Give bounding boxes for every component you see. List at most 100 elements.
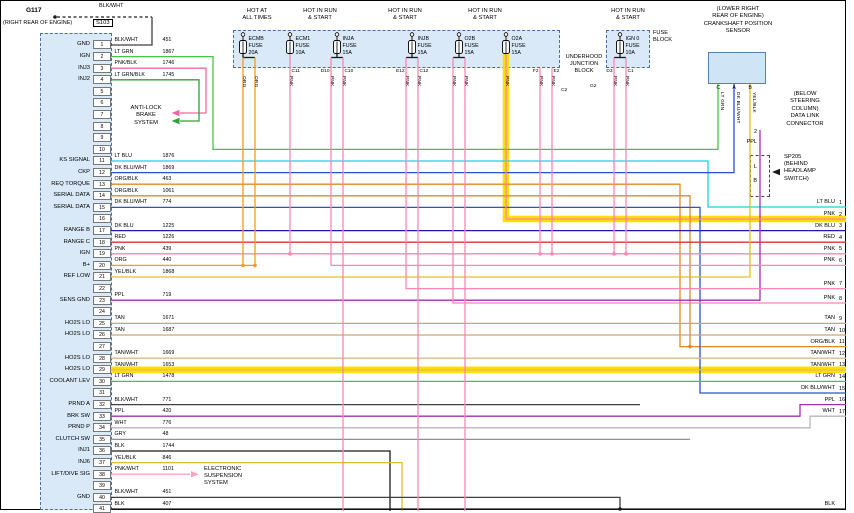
wire-LT GRN [111,55,719,151]
circuit-number: 1671 [162,315,175,322]
pin-20: 20 [93,260,111,270]
pin-2: 2 [93,52,111,61]
fuse-name: O2B [464,35,476,42]
edge-wire-label: PNK [823,280,835,287]
circuit-number: 1653 [162,361,175,368]
lead-wire-color: PNK [550,75,555,86]
pin-5: 5 [93,86,111,96]
pin-signal-label: CLUTCH SW [55,435,90,442]
abs-system: ANTI-LOCK [130,105,162,111]
lead-ref: E12 [395,69,405,74]
underhood-junction-block: BLOCK [574,67,594,74]
wire-color-label: PNK/WHT [114,466,139,473]
pin-signal-label: HO2S LO [64,331,90,338]
ground-location: (RIGHT REAR OF ENGINE) [3,19,73,26]
edge-wire-label: BLK [824,501,835,507]
wire-color-label: RED [114,234,126,241]
edge-wire-label: PPL [824,396,835,403]
edge-exit-number: 1 [839,199,843,206]
underhood-junction-block: UNDERHOOD [565,53,603,60]
power-feed-header: & START [308,15,332,21]
pin-36: 36 [93,446,111,456]
pin-signal-label: IGN [79,53,90,59]
edge-exit-number: 6 [839,257,843,264]
circuit-number: 1868 [162,269,175,275]
edge-wire-label: WHT [822,408,835,415]
fuse-name: ECM1 [295,35,311,42]
wire-color-label: PPL [114,408,125,415]
pin-33: 33 [93,411,111,421]
lead-wire-color: PNK [404,75,409,86]
edge-exit-number: 5 [839,246,843,253]
lead-ref: C11 [291,69,300,74]
wire-color-label: YEL/BLK [114,454,137,461]
system-arrow-icon [171,117,180,125]
dlc-wire: PPL [746,139,757,145]
suspension-system: ELECTRONIC [204,465,242,472]
pin-signal-label: HO2S LO [64,354,90,361]
circuit-number: 439 [162,245,172,252]
fuse-word: FUSE [295,42,310,49]
circuit-number: 1669 [162,350,175,357]
wire-color-label: TAN/WHT [114,350,139,357]
wire-PNK [505,53,846,220]
wire-ORG/BLK [111,195,691,347]
circuit-number: 1869 [162,164,175,171]
pin-4: 4 [93,75,111,85]
circuit-number: 420 [162,408,172,415]
wire-color-label: LT BLU [114,153,132,159]
pin-12: 12 [93,168,111,177]
fuse-name: ECMB [248,35,264,42]
pin-7: 7 [93,110,111,119]
edge-wire-label: LT GRN [815,373,835,380]
circuit-number: 774 [162,199,172,206]
wire-YEL/BLK [111,84,751,278]
pin-signal-label: SERIAL DATA [53,192,90,199]
edge-exit-number: 7 [839,281,843,288]
circuit-number: 1744 [162,443,175,449]
wire-color-label: DK BLU/WHT [114,164,148,171]
pin-signal-label: LIFT/DIVE SIG [51,470,90,477]
underhood-junction-block: JUNCTION [569,60,599,67]
pin-signal-label: INJ1 [78,447,90,454]
pin-38: 38 [93,469,111,479]
edge-exit-number: 16 [839,397,846,404]
pin-8: 8 [93,121,111,131]
wire-color-label: BLK/WHT [114,37,139,43]
junction-dot [288,252,292,256]
pin-19: 19 [93,249,111,259]
circuit-number: 719 [162,292,172,299]
suspension-system: SUSPENSION [204,472,243,479]
circuit-number: 48 [162,431,169,438]
fuse-name: IGN 0 [625,35,640,42]
suspension-system: SYSTEM [204,480,228,487]
circuit-number: 1226 [162,234,175,241]
lead-wire-color: PNK [624,75,629,86]
pin-25: 25 [93,318,111,328]
wire-color-label: BLK [114,443,125,449]
edge-wire-label: PNK [823,211,835,217]
pin-32: 32 [93,400,111,409]
wire-PNK [330,57,846,267]
system-arrow-icon [772,168,780,176]
junction-dot [612,252,616,256]
power-feed-header: HOT IN RUN [611,8,645,14]
lead-ref: C1 [627,69,634,74]
wire-BLK/WHT [111,496,621,509]
circuit-number: 451 [162,37,172,43]
lead-wire-color: PNK [538,75,543,86]
pin-signal-label: PRND A [68,401,90,407]
fuse-word: FUSE [417,42,432,49]
sp205: SP205 [784,153,802,160]
pin-signal-label: INJ2 [78,76,90,83]
wire-PNK [452,57,846,304]
pin-18: 18 [93,237,111,247]
pin-30: 30 [93,376,111,386]
splice-s103: S103 [93,18,113,28]
pin-16: 16 [93,214,111,224]
fuse-block: BLOCK [653,37,672,44]
pin-22: 22 [93,284,111,293]
